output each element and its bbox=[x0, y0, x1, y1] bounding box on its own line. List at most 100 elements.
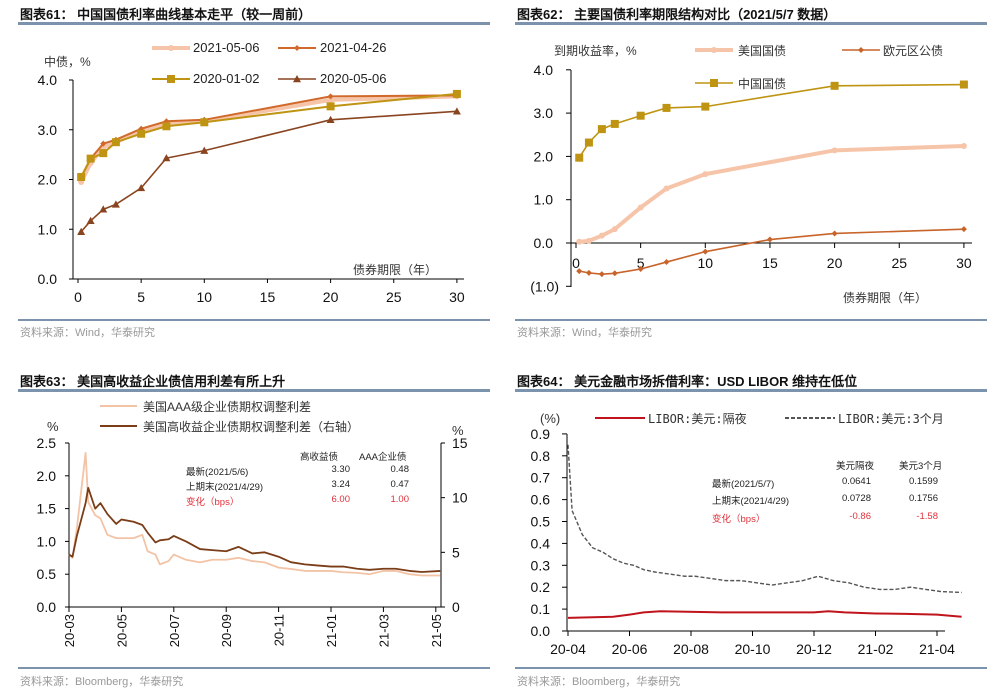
data-point bbox=[575, 153, 584, 162]
x-tick-label: 30 bbox=[956, 255, 972, 271]
y-tick-label: 0.5 bbox=[37, 566, 57, 582]
table-header: 美元隔夜 bbox=[836, 461, 875, 472]
data-point bbox=[452, 89, 461, 98]
y-tick-label: 0.5 bbox=[531, 514, 551, 530]
y-tick-label: 3.0 bbox=[534, 105, 554, 121]
data-point bbox=[111, 200, 120, 208]
x-tick-label: 5 bbox=[637, 255, 645, 271]
title-rule bbox=[515, 389, 987, 392]
x-tick-label: 15 bbox=[762, 255, 778, 271]
data-point bbox=[959, 80, 968, 89]
chart61-xlabel: 债券期限（年） bbox=[353, 263, 438, 277]
chart61-ylabel: 中债，% bbox=[44, 55, 91, 69]
data-point bbox=[663, 185, 670, 192]
data-point bbox=[162, 122, 171, 131]
data-point bbox=[77, 227, 86, 235]
data-point bbox=[830, 81, 839, 90]
y-tick-label-right: 15 bbox=[452, 435, 468, 451]
footer-rule bbox=[515, 667, 987, 669]
data-point bbox=[162, 154, 171, 162]
table-cell: 0.0641 bbox=[841, 476, 871, 487]
x-tick-label: 20-10 bbox=[735, 641, 771, 657]
data-point bbox=[960, 143, 967, 150]
data-point bbox=[597, 125, 606, 134]
y-tick-label: 0.4 bbox=[531, 535, 551, 551]
y-tick-label: 0.8 bbox=[531, 448, 551, 464]
data-point bbox=[77, 173, 86, 182]
data-point bbox=[610, 119, 619, 128]
table-cell: 3.30 bbox=[331, 464, 351, 475]
y-tick-label: 1.5 bbox=[37, 501, 57, 517]
x-tick-label: 21-04 bbox=[919, 641, 955, 657]
series-line bbox=[567, 610, 962, 619]
data-point bbox=[111, 138, 120, 147]
data-point bbox=[576, 268, 583, 275]
chart64-title: 图表64： 美元金融市场拆借利率：USD LIBOR 维持在低位 bbox=[517, 374, 858, 389]
y-tick-label: 4.0 bbox=[534, 62, 554, 78]
series-line bbox=[79, 94, 457, 183]
chart62-ylabel: 到期收益率，% bbox=[554, 44, 637, 58]
table-cell: 0.1599 bbox=[908, 476, 938, 487]
data-point bbox=[637, 265, 644, 272]
y-tick-label: 0.2 bbox=[531, 579, 551, 595]
data-point bbox=[702, 171, 709, 178]
data-point bbox=[663, 259, 670, 266]
data-point bbox=[294, 45, 300, 51]
legend-label: 美国国债 bbox=[738, 44, 787, 58]
chart63-ylabel-right: % bbox=[452, 423, 464, 438]
chart63-ylabel-left: % bbox=[47, 419, 59, 434]
chart62-source: 资料来源：Wind，华泰研究 bbox=[517, 327, 653, 339]
series-line bbox=[579, 144, 964, 244]
chart64-ylabel: (%) bbox=[540, 411, 561, 426]
table-cell: -1.58 bbox=[916, 511, 938, 522]
table-cell: -0.86 bbox=[849, 511, 871, 522]
chart62-xlabel: 债券期限（年） bbox=[843, 291, 928, 305]
table-row-label: 变化（bps） bbox=[186, 497, 240, 508]
data-point bbox=[701, 102, 710, 111]
table-header: AAA企业债 bbox=[359, 452, 407, 463]
x-tick-label: 0 bbox=[74, 289, 82, 305]
data-point bbox=[831, 230, 838, 237]
title-rule bbox=[18, 22, 490, 25]
y-tick-label: 0.0 bbox=[531, 623, 551, 639]
y-tick-label: 0.0 bbox=[534, 235, 554, 251]
table-cell: 0.48 bbox=[390, 464, 410, 475]
data-point bbox=[99, 149, 108, 158]
data-point bbox=[326, 102, 335, 111]
y-tick-label: (1.0) bbox=[530, 278, 559, 294]
series-line bbox=[68, 451, 441, 577]
series-line bbox=[579, 228, 964, 275]
legend-label: 欧元区公债 bbox=[883, 44, 944, 58]
data-point bbox=[137, 129, 146, 138]
title-rule bbox=[18, 389, 490, 392]
x-tick-label: 5 bbox=[137, 289, 145, 305]
table-header: 高收益债 bbox=[300, 452, 339, 463]
chart64-source: 资料来源：Bloomberg，华泰研究 bbox=[517, 676, 681, 688]
footer-rule bbox=[18, 319, 490, 321]
table-cell: 0.1756 bbox=[908, 493, 938, 504]
data-point bbox=[200, 146, 209, 154]
data-point bbox=[452, 107, 461, 115]
legend-label: LIBOR:美元:隔夜 bbox=[648, 412, 747, 426]
data-point bbox=[200, 118, 209, 127]
data-point bbox=[766, 236, 773, 243]
data-point bbox=[598, 232, 605, 239]
data-point bbox=[584, 138, 593, 147]
x-tick-label: 20-03 bbox=[62, 614, 77, 647]
legend-label: 2020-01-02 bbox=[193, 71, 260, 86]
data-point bbox=[327, 96, 334, 103]
y-tick-label: 1.0 bbox=[38, 221, 58, 237]
x-tick-label: 21-05 bbox=[429, 614, 444, 647]
y-tick-label: 0.6 bbox=[531, 492, 551, 508]
data-point bbox=[636, 111, 645, 120]
data-point bbox=[99, 205, 108, 213]
y-tick-label: 0.7 bbox=[531, 470, 551, 486]
y-tick-label-right: 5 bbox=[452, 544, 460, 560]
data-point bbox=[86, 154, 95, 163]
x-tick-label: 25 bbox=[891, 255, 907, 271]
y-tick-label: 0.1 bbox=[531, 601, 551, 617]
x-tick-label: 20 bbox=[323, 289, 339, 305]
x-tick-label: 20-08 bbox=[673, 641, 709, 657]
x-tick-label: 21-03 bbox=[376, 614, 391, 647]
